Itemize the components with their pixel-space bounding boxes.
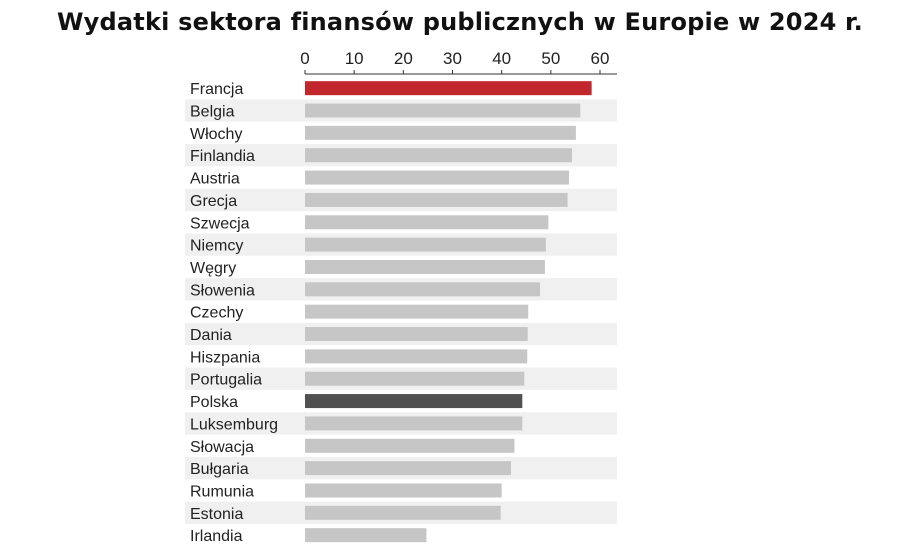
category-label: Niemcy: [190, 238, 243, 255]
category-label: Luksemburg: [190, 416, 278, 433]
bars: [305, 81, 592, 543]
bar-bułgaria: [305, 461, 512, 476]
bar-szwecja: [305, 215, 549, 230]
bar-luksemburg: [305, 416, 523, 431]
bar-słowenia: [305, 282, 541, 297]
bar-finlandia: [305, 148, 572, 163]
bar-belgia: [305, 103, 581, 118]
bar-węgry: [305, 259, 545, 274]
x-tick-label: 60: [591, 49, 610, 68]
x-axis-ticks: 0 10 20 30 40 50 60: [300, 49, 609, 74]
category-label: Finlandia: [190, 148, 255, 165]
x-tick-label: 40: [492, 49, 511, 68]
x-tick-label: 10: [345, 49, 364, 68]
bar-grecja: [305, 192, 568, 207]
category-label: Słowenia: [190, 282, 255, 299]
category-label: Węgry: [190, 260, 236, 277]
category-label: Bułgaria: [190, 461, 249, 478]
bar-słowacja: [305, 438, 515, 453]
category-label: Dania: [190, 327, 232, 344]
x-tick-label: 50: [541, 49, 560, 68]
category-label: Estonia: [190, 506, 243, 523]
category-label: Irlandia: [190, 528, 243, 545]
bar-francja: [305, 81, 592, 96]
category-label: Rumunia: [190, 483, 254, 500]
chart-title: Wydatki sektora finansów publicznych w E…: [57, 8, 863, 36]
category-label: Belgia: [190, 104, 235, 121]
x-tick-label: 30: [443, 49, 462, 68]
bar-dania: [305, 327, 528, 342]
category-label: Włochy: [190, 126, 242, 143]
category-label: Szwecja: [190, 215, 250, 232]
category-label: Austria: [190, 171, 240, 188]
category-label: Czechy: [190, 305, 243, 322]
category-label: Francja: [190, 81, 243, 98]
x-tick-label: 20: [394, 49, 413, 68]
bar-estonia: [305, 505, 501, 520]
bar-polska: [305, 394, 523, 409]
category-label: Hiszpania: [190, 349, 260, 366]
category-label: Polska: [190, 394, 238, 411]
bar-portugalia: [305, 371, 525, 386]
bar-czechy: [305, 304, 529, 319]
category-labels: Francja Belgia Włochy Finlandia Austria Grecj…: [190, 81, 278, 545]
bar-irlandia: [305, 528, 427, 543]
bar-austria: [305, 170, 570, 185]
category-label: Portugalia: [190, 372, 262, 389]
x-tick-label: 0: [300, 49, 309, 68]
category-label: Słowacja: [190, 439, 254, 456]
bar-włochy: [305, 125, 576, 140]
bar-niemcy: [305, 237, 546, 252]
bar-rumunia: [305, 483, 502, 498]
category-label: Grecja: [190, 193, 237, 210]
bar-hiszpania: [305, 349, 528, 364]
